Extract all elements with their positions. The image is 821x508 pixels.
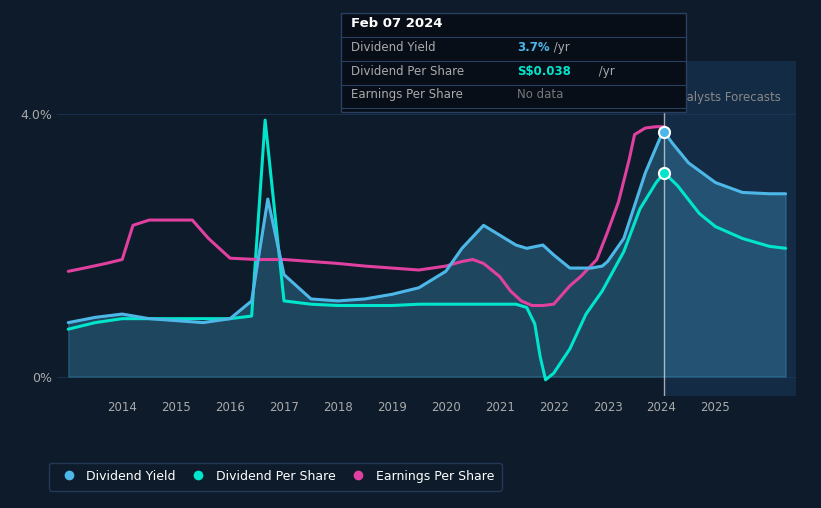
Text: Analysts Forecasts: Analysts Forecasts [671,91,781,104]
Text: /yr: /yr [550,41,570,54]
Text: Past: Past [629,91,658,104]
Legend: Dividend Yield, Dividend Per Share, Earnings Per Share: Dividend Yield, Dividend Per Share, Earn… [49,463,502,491]
Text: /yr: /yr [595,65,615,78]
Text: 3.7%: 3.7% [517,41,550,54]
Bar [664,61,796,396]
Text: Dividend Yield: Dividend Yield [351,41,435,54]
Text: Dividend Per Share: Dividend Per Share [351,65,464,78]
Text: Feb 07 2024: Feb 07 2024 [351,17,442,30]
Text: Earnings Per Share: Earnings Per Share [351,88,462,101]
Text: S$0.038: S$0.038 [517,65,571,78]
Text: No data: No data [517,88,563,101]
